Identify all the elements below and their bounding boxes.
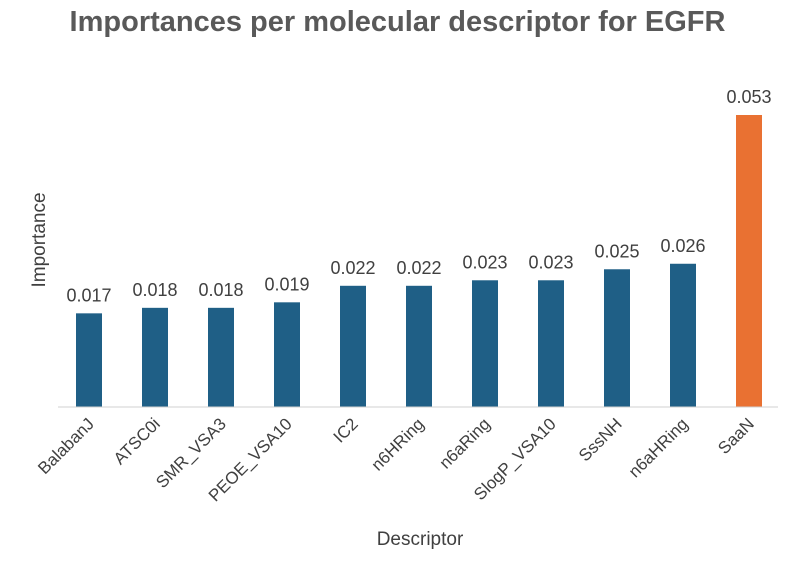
data-label-SssNH: 0.025 — [594, 241, 639, 261]
x-tick-label-n6aHRing: n6aHRing — [625, 414, 692, 481]
bar-n6aRing — [472, 280, 498, 407]
data-label-n6aHRing: 0.026 — [660, 236, 705, 256]
x-tick-label-n6HRing: n6HRing — [368, 414, 428, 474]
data-label-PEOE_VSA10: 0.019 — [264, 274, 309, 294]
bar-SssNH — [604, 269, 630, 407]
x-tick-label-SssNH: SssNH — [575, 414, 626, 465]
data-label-SlogP_VSA10: 0.023 — [528, 252, 573, 272]
data-label-n6HRing: 0.022 — [396, 258, 441, 278]
x-tick-label-IC2: IC2 — [330, 414, 362, 446]
bar-PEOE_VSA10 — [274, 302, 300, 407]
data-label-SMR_VSA3: 0.018 — [198, 280, 243, 300]
x-tick-label-SaaN: SaaN — [714, 414, 758, 458]
y-axis-title: Importance — [29, 192, 50, 287]
x-tick-label-ATSC0i: ATSC0i — [110, 414, 164, 468]
data-label-SaaN: 0.053 — [726, 87, 771, 107]
x-axis-title: Descriptor — [377, 529, 464, 550]
bar-BalabanJ — [76, 313, 102, 407]
bar-ATSC0i — [142, 307, 168, 407]
x-tick-label-n6aRing: n6aRing — [436, 414, 494, 472]
bar-SMR_VSA3 — [208, 307, 234, 407]
chart-title: Importances per molecular descriptor for… — [69, 6, 726, 38]
data-label-BalabanJ: 0.017 — [66, 285, 111, 305]
bar-SaaN — [736, 115, 762, 407]
bar-n6aHRing — [670, 263, 696, 407]
bar-SlogP_VSA10 — [538, 280, 564, 407]
labels-layer: 0.017 0.018 0.018 0.019 0.022 0.022 0.023 0.023… — [66, 87, 771, 305]
data-label-n6aRing: 0.023 — [462, 252, 507, 272]
bars-layer — [76, 115, 762, 407]
data-label-IC2: 0.022 — [330, 258, 375, 278]
bar-n6HRing — [406, 285, 432, 407]
data-label-ATSC0i: 0.018 — [132, 280, 177, 300]
bar-IC2 — [340, 285, 366, 407]
x-tick-label-BalabanJ: BalabanJ — [34, 414, 98, 478]
